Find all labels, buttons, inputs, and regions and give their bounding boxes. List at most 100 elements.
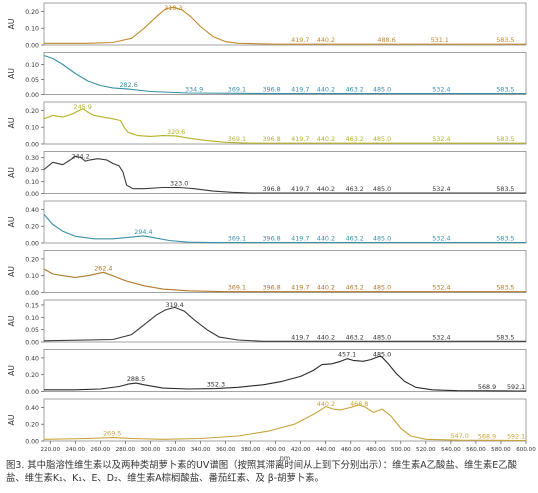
panel-8-peak-label: 568.9 — [478, 383, 496, 391]
panel-6-peak-label: 262.4 — [94, 264, 112, 272]
panel-5-peak-label: 369.1 — [228, 235, 246, 243]
panel-5-peak-label: 419.7 — [291, 235, 309, 243]
panel-7-peak-label: 319.4 — [166, 301, 184, 309]
panel-3-y-tick-label: 0.20 — [25, 108, 39, 115]
x-tick-label: 220.00 — [40, 447, 60, 453]
panel-6-y-tick-label: 0.00 — [25, 290, 39, 297]
panel-7-peak-label: 485.0 — [373, 333, 391, 341]
panel-7-peak-label: 463.2 — [346, 333, 364, 341]
x-tick-label: 600.00 — [516, 447, 536, 453]
panel-4-y-axis-label: AU — [7, 167, 16, 178]
panel-7-frame — [43, 299, 527, 343]
panel-9-peak-label: 568.9 — [478, 432, 496, 440]
panel-5-peak-label: 440.2 — [317, 235, 335, 243]
panel-1-y-tick-label: 0.20 — [25, 9, 39, 16]
panel-6-peak-label: 369.1 — [228, 284, 246, 292]
panel-6-spectrum-line — [43, 268, 526, 293]
x-tick-label: 580.00 — [491, 447, 511, 453]
panel-7-peak-label: 583.5 — [496, 333, 514, 341]
panel-3-frame — [43, 101, 527, 145]
panel-3-y-tick-label: 0.10 — [25, 125, 39, 132]
x-tick-label: 300.00 — [141, 447, 161, 453]
x-tick-label: 520.00 — [416, 447, 436, 453]
figure-caption: 图3. 其中脂溶性维生素以及两种类胡萝卜素的UV谱图（按照其滞离时间从上到下分别… — [6, 460, 517, 484]
x-tick-label: 480.00 — [366, 447, 386, 453]
panel-3-peak-label: 320.6 — [167, 128, 185, 136]
panel-9-peak-label: 592.1 — [507, 432, 525, 440]
panel-8-y-tick-label: 0.00 — [25, 389, 39, 396]
panel-2-y-tick-label: 0.05 — [25, 77, 39, 84]
panel-1-peak-label: 583.5 — [496, 36, 514, 44]
panel-2-y-tick-label: 0.00 — [25, 92, 39, 99]
x-tick-label: 320.00 — [166, 447, 186, 453]
panel-3-peak-label: 485.0 — [373, 135, 391, 143]
panel-9-spectrum-line — [43, 404, 526, 442]
panel-5-frame — [43, 200, 527, 244]
panel-5-peak-label: 583.5 — [496, 235, 514, 243]
panel-6-peak-label: 440.2 — [317, 284, 335, 292]
panel-6-peak-label: 463.2 — [346, 284, 364, 292]
x-tick-label: 280.00 — [116, 447, 136, 453]
panel-3-peak-label: 440.2 — [317, 135, 335, 143]
panel-2-y-tick-label: 0.10 — [25, 62, 39, 69]
panel-4-peak-label: 440.2 — [317, 185, 335, 193]
panel-5-peak-label: 463.2 — [346, 235, 364, 243]
panel-4-peak-label: 323.0 — [170, 180, 188, 188]
panel-4-peak-label: 463.2 — [346, 185, 364, 193]
panel-3-peak-label: 369.1 — [228, 135, 246, 143]
panel-1-spectrum-line — [44, 6, 526, 45]
panel-2-peak-label: 369.1 — [228, 86, 246, 94]
panel-5-y-tick-label: 0.40 — [25, 207, 39, 214]
x-tick-label: 420.00 — [291, 447, 311, 453]
panel-1-y-tick-label: 0.00 — [25, 43, 39, 50]
panel-1-peak-label: 531.1 — [431, 36, 449, 44]
x-axis-label: nm — [280, 454, 290, 460]
panel-1-peak-label: 318.3 — [164, 4, 182, 12]
panel-9-y-tick-label: 0.00 — [25, 439, 39, 446]
panel-9-frame — [43, 398, 527, 442]
panel-8-spectrum-line — [44, 355, 526, 392]
panel-5-spectrum-line — [43, 214, 526, 244]
panel-9-peak-label: 466.8 — [350, 400, 368, 408]
panel-8-frame — [43, 349, 527, 392]
panel-3-peak-label: 532.4 — [432, 135, 450, 143]
panel-4-spectrum-line — [43, 155, 526, 194]
panel-1-frame — [43, 2, 527, 46]
panel-1-y-tick-label: 0.10 — [25, 26, 39, 33]
panel-4-y-tick-label: 0.10 — [25, 179, 39, 186]
panel-6-peak-label: 485.0 — [373, 284, 391, 292]
x-tick-label: 240.00 — [66, 447, 86, 453]
panel-4-y-tick-label: 0.20 — [25, 167, 39, 174]
panel-3-y-axis-label: AU — [7, 118, 16, 129]
panel-3-peak-label: 463.2 — [346, 135, 364, 143]
panel-4-peak-label: 583.5 — [496, 185, 514, 193]
x-tick-label: 380.00 — [241, 447, 261, 453]
panel-4-peak-label: 532.4 — [432, 185, 450, 193]
panel-8-y-tick-label: 0.40 — [25, 355, 39, 362]
panel-5-y-tick-label: 0.00 — [25, 241, 39, 248]
panel-5-y-axis-label: AU — [7, 217, 16, 228]
panel-4-peak-label: 419.7 — [291, 185, 309, 193]
panel-7-peak-label: 440.2 — [317, 333, 335, 341]
panel-8-peak-label: 457.1 — [338, 351, 356, 359]
panel-4-peak-label: 485.0 — [373, 185, 391, 193]
panel-6-frame — [43, 250, 527, 293]
panel-8-peak-label: 592.1 — [507, 383, 525, 391]
panel-2-peak-label: 583.5 — [496, 86, 514, 94]
panel-5-peak-label: 532.4 — [432, 235, 450, 243]
panel-3-peak-label: 396.8 — [262, 135, 280, 143]
panel-2-peak-label: 396.8 — [262, 86, 280, 94]
panel-1-peak-label: 419.7 — [291, 36, 309, 44]
panel-6-y-tick-label: 0.10 — [25, 273, 39, 280]
panel-2-peak-label: 282.6 — [119, 81, 137, 89]
panel-9-y-tick-label: 0.40 — [25, 405, 39, 412]
x-tick-label: 260.00 — [91, 447, 111, 453]
panel-6-y-axis-label: AU — [7, 266, 16, 277]
x-tick-label: 360.00 — [216, 447, 236, 453]
panel-2-peak-label: 532.4 — [432, 86, 450, 94]
panel-3-spectrum-line — [43, 108, 526, 144]
panel-4-y-tick-label: 0.30 — [25, 155, 39, 162]
panel-4-peak-label: 244.2 — [71, 153, 89, 161]
panel-7-y-tick-label: 0.00 — [25, 340, 39, 347]
